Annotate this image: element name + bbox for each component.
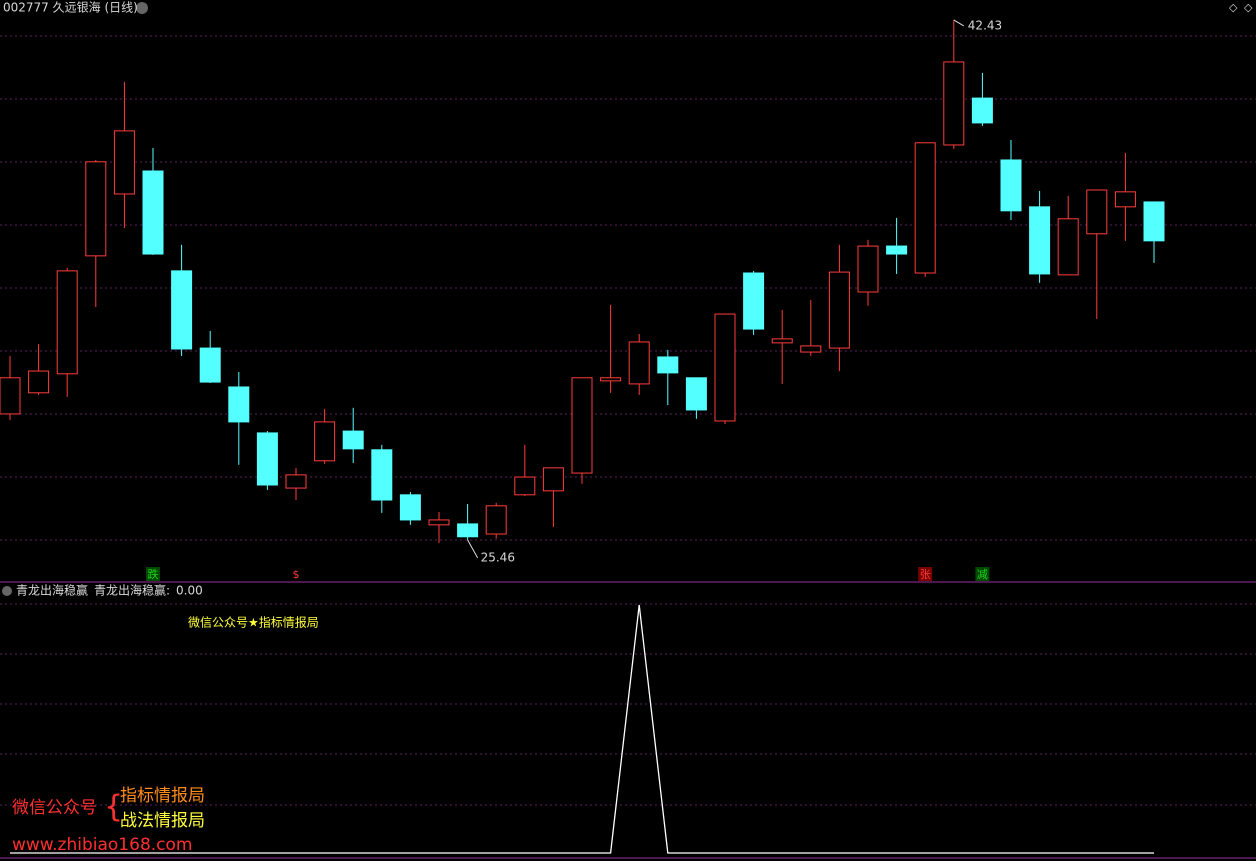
legend-label: 青龙出海稳赢 bbox=[94, 583, 166, 598]
signal: 减 bbox=[977, 568, 988, 581]
candle-body bbox=[714, 313, 736, 422]
candle-body bbox=[886, 245, 908, 255]
signal-bg bbox=[975, 567, 990, 581]
watermark: www.zhibiao168.com bbox=[12, 835, 192, 855]
nav-icon[interactable]: ◇ bbox=[1244, 1, 1253, 14]
value-label: 0.00 bbox=[176, 584, 203, 598]
candle-body bbox=[342, 430, 364, 450]
candle-body bbox=[113, 130, 135, 195]
candle-body bbox=[857, 245, 879, 293]
chart-title: 002777 久远银海 (日线) bbox=[3, 0, 138, 15]
candle-body bbox=[1143, 201, 1165, 242]
candle-body bbox=[542, 467, 564, 492]
nav-icon[interactable]: ◇ bbox=[1229, 1, 1238, 14]
candle-body bbox=[943, 61, 965, 146]
candle-body bbox=[971, 97, 993, 124]
watermark: 战法情报局 bbox=[120, 811, 205, 831]
candle-body bbox=[256, 432, 278, 486]
watermark: 指标情报局 bbox=[120, 786, 205, 806]
candle-body bbox=[0, 377, 21, 415]
candle-body bbox=[1086, 189, 1108, 235]
menu-icon[interactable] bbox=[136, 2, 148, 14]
candle-body bbox=[428, 519, 450, 526]
high-label: 42.43 bbox=[968, 18, 1002, 32]
candle-body bbox=[1114, 191, 1136, 208]
legend-colon: : bbox=[166, 584, 170, 598]
watermark: 微信公众号 bbox=[12, 798, 97, 818]
candle-body bbox=[171, 270, 193, 350]
signal: $ bbox=[293, 568, 300, 581]
candle-body bbox=[685, 377, 707, 411]
annotation-line bbox=[467, 539, 479, 559]
candle-body bbox=[657, 356, 679, 374]
low-label: 25.46 bbox=[481, 550, 515, 564]
annotation-line bbox=[953, 19, 965, 27]
candle-body bbox=[285, 474, 307, 489]
candle-body bbox=[314, 421, 336, 462]
candle-body bbox=[628, 341, 650, 385]
candle-body bbox=[571, 377, 593, 474]
candle-body bbox=[514, 476, 536, 496]
candle-body bbox=[457, 523, 479, 538]
candle-body bbox=[828, 271, 850, 349]
brace: { bbox=[104, 790, 123, 825]
candle-body bbox=[600, 377, 622, 382]
annotation: 微信公众号★指标情报局 bbox=[188, 615, 319, 630]
candle-body bbox=[56, 270, 78, 375]
candle-body bbox=[142, 170, 164, 255]
candle-body bbox=[914, 142, 936, 274]
menu-icon[interactable] bbox=[2, 586, 12, 596]
candle-body bbox=[28, 370, 50, 394]
candle-body bbox=[485, 505, 507, 535]
signal: 张 bbox=[920, 568, 931, 581]
candle-body bbox=[228, 386, 250, 423]
candle-body bbox=[371, 449, 393, 501]
signal-bg bbox=[918, 567, 933, 581]
candle-body bbox=[85, 161, 107, 257]
candle-body bbox=[771, 338, 793, 344]
candle-body bbox=[1000, 159, 1022, 212]
candle-body bbox=[1057, 218, 1079, 276]
signal: 跌 bbox=[148, 567, 159, 581]
signal-bg bbox=[146, 567, 160, 581]
candle-body bbox=[800, 345, 822, 353]
indicator-title: 青龙出海稳赢 bbox=[16, 583, 88, 598]
candle-body bbox=[199, 347, 221, 383]
indicator-line bbox=[10, 604, 1154, 854]
candle-body bbox=[399, 494, 421, 521]
candle-body bbox=[1029, 206, 1051, 275]
candle-body bbox=[743, 272, 765, 330]
